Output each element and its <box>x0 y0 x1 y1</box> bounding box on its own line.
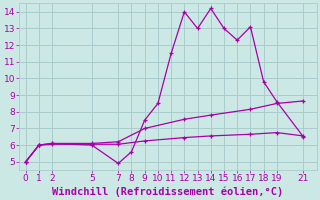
X-axis label: Windchill (Refroidissement éolien,°C): Windchill (Refroidissement éolien,°C) <box>52 186 284 197</box>
